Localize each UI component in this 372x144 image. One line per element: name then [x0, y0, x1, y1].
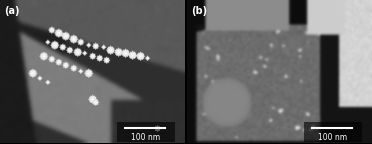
Bar	[304, 122, 362, 142]
Bar	[117, 122, 175, 142]
Text: (b): (b)	[191, 6, 207, 16]
Text: 100 nm: 100 nm	[131, 133, 160, 142]
Text: (a): (a)	[4, 6, 19, 16]
Text: 100 nm: 100 nm	[318, 133, 347, 142]
